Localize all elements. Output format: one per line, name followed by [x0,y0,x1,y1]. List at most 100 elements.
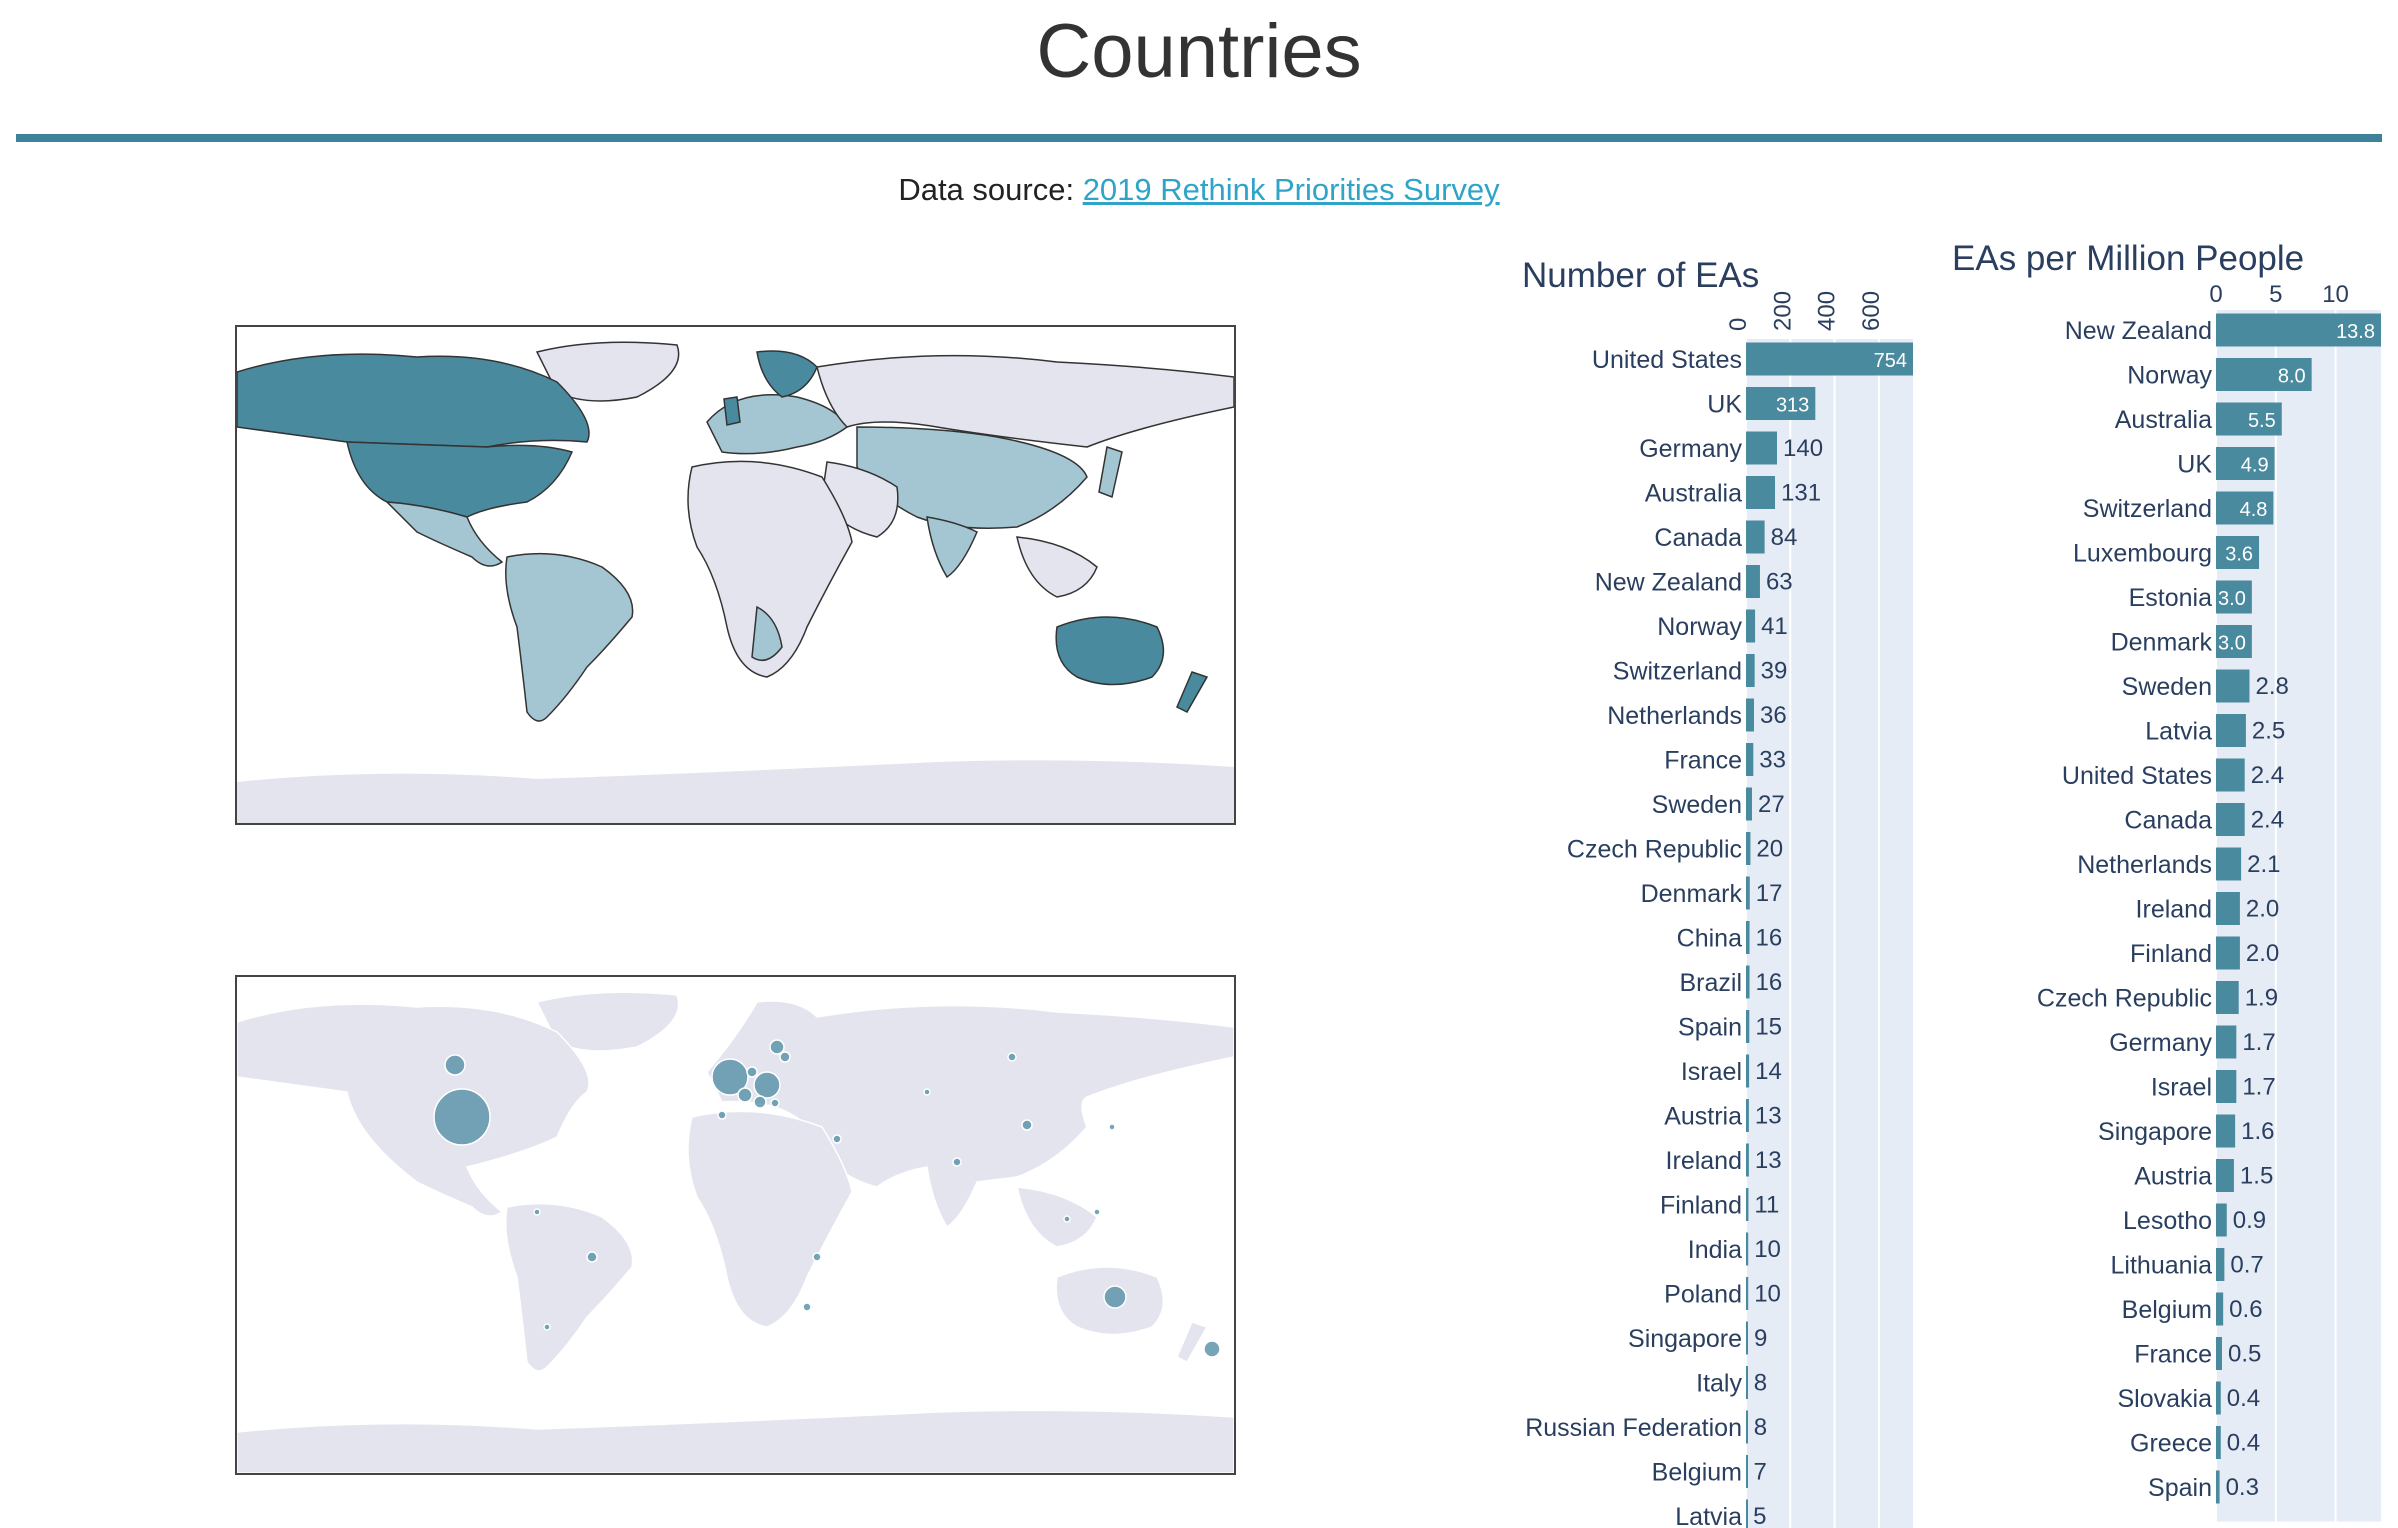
bar [1746,965,1750,999]
data-label: 140 [1783,435,1823,462]
category-label: Belgium [1652,1459,1742,1487]
land-south-america [505,552,634,722]
x-tick-label: 10 [2322,281,2349,308]
bubble-austria[interactable] [770,1098,780,1108]
data-label: 15 [1755,1014,1782,1041]
chart-title: Number of EAs [1522,256,1759,295]
bar [1746,787,1752,821]
data-label: 0.6 [2229,1296,2262,1323]
bubble-singapore[interactable] [1063,1215,1071,1223]
data-label: 9 [1754,1325,1767,1352]
land-south-america [505,1202,634,1372]
data-label: 16 [1756,969,1783,996]
bubble-kenya[interactable] [812,1252,822,1262]
category-label: Czech Republic [1567,836,1742,864]
data-label: 3.0 [2218,588,2246,610]
bubble-france[interactable] [737,1087,753,1103]
data-label: 8.0 [2278,366,2306,388]
bubble-russia[interactable] [1007,1052,1017,1062]
data-label: 33 [1759,747,1786,774]
category-label: Germany [1639,435,1742,463]
bubble-colombia[interactable] [533,1208,541,1216]
category-label: Sweden [1652,791,1742,819]
bubble-germany[interactable] [753,1071,781,1099]
bar [1746,1232,1749,1266]
bar [2216,669,2250,703]
choropleth-map-svg [237,341,1234,823]
data-label: 27 [1758,791,1785,818]
data-label: 5.5 [2248,410,2276,432]
category-label: UK [1707,391,1742,419]
data-source-label: Data source: [898,172,1083,207]
bubble-israel[interactable] [832,1134,842,1144]
bubble-south-africa[interactable] [802,1302,812,1312]
chart-title: EAs per Million People [1952,239,2304,278]
data-label: 754 [1874,350,1907,372]
bubble-new-zealand[interactable] [1203,1340,1221,1358]
bubble-netherlands[interactable] [746,1066,758,1078]
bubble-united-states[interactable] [433,1088,491,1146]
bubble-spain[interactable] [717,1110,727,1120]
bar [1746,1143,1749,1177]
data-label: 0.4 [2227,1430,2260,1457]
data-label: 14 [1755,1058,1782,1085]
bar [2216,536,2260,569]
bubble-india[interactable] [952,1157,962,1167]
bubble-uk[interactable] [711,1058,749,1096]
bubble-switzerland[interactable] [753,1095,767,1109]
data-label: 13.8 [2336,321,2375,343]
data-label: 0.5 [2228,1341,2261,1368]
bar [2216,714,2246,747]
land-uk [723,396,741,426]
category-label: Ireland [2136,896,2212,924]
category-label: Poland [1664,1281,1742,1309]
bubble-canada[interactable] [444,1054,466,1076]
bubble-chile[interactable] [543,1323,551,1331]
bar [1746,1455,1748,1488]
category-label: Latvia [1675,1503,1742,1528]
bar [1746,876,1750,910]
category-label: India [1688,1236,1742,1264]
bubble-australia[interactable] [1103,1285,1127,1309]
x-tick-label: 0 [1725,318,1752,331]
bar [1746,387,1816,420]
data-label: 2.4 [2251,807,2284,834]
bubble-philippines[interactable] [1093,1208,1101,1216]
data-label: 13 [1755,1103,1782,1130]
bubble-sweden[interactable] [779,1051,791,1063]
bar [2216,803,2245,836]
category-label: Singapore [1628,1325,1742,1353]
bar [2216,1470,2220,1504]
data-source-link[interactable]: 2019 Rethink Priorities Survey [1082,172,1500,207]
category-label: Denmark [2111,629,2213,657]
category-label: Norway [2127,362,2212,390]
bar [2216,1070,2237,1103]
land-antarctica [237,760,1234,823]
bubble-norway[interactable] [769,1039,785,1055]
bubble-brazil[interactable] [586,1251,598,1263]
data-label: 0.4 [2227,1385,2260,1412]
bubble-japan[interactable] [1108,1123,1116,1131]
bar [2216,1248,2225,1281]
category-label: Finland [1660,1192,1742,1220]
bubble-kazakhstan[interactable] [923,1088,931,1096]
category-label: Australia [2115,406,2212,434]
data-label: 2.5 [2252,718,2285,745]
land-usa [346,441,574,518]
category-label: Spain [2148,1474,2212,1502]
category-label: Singapore [2098,1118,2212,1146]
land-north-america [237,1003,590,1217]
data-label: 7 [1754,1459,1767,1486]
bubble-china[interactable] [1021,1119,1033,1131]
data-label: 2.1 [2247,851,2280,878]
bar [2216,1381,2221,1415]
land-greenland [535,341,680,402]
choropleth-map[interactable] [235,325,1236,825]
data-label: 8 [1754,1414,1767,1441]
bar [1746,1099,1749,1132]
data-label: 20 [1756,836,1783,863]
bubble-map[interactable] [235,975,1236,1475]
category-label: Lesotho [2123,1207,2212,1235]
bar [1746,431,1778,465]
category-label: Lithuania [2111,1252,2213,1280]
